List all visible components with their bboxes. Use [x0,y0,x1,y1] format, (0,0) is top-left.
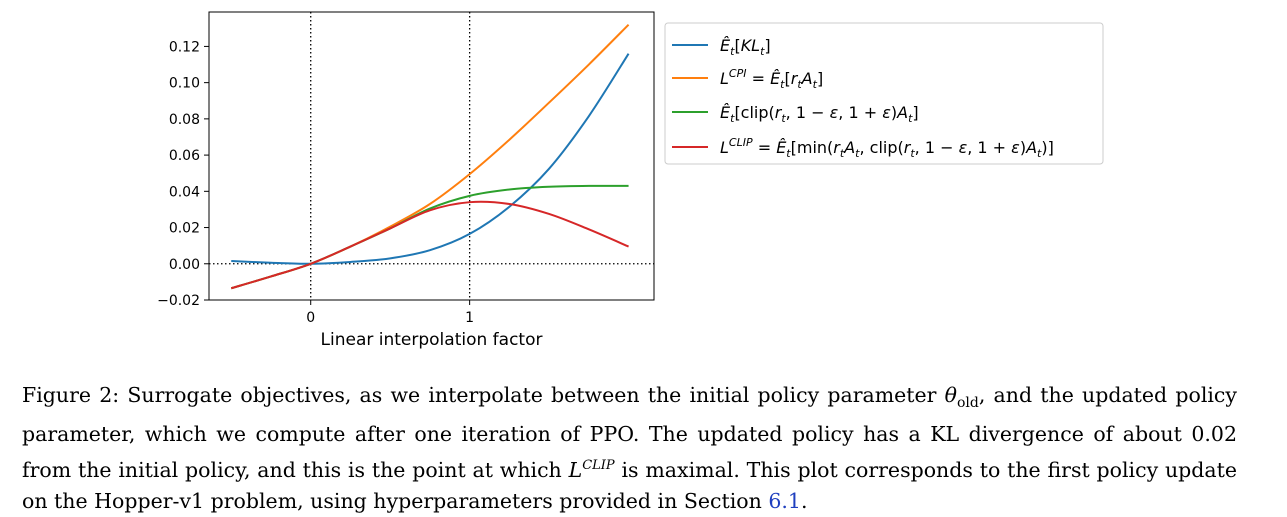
series-clip-line [230,184,629,290]
plot-frame [208,11,655,301]
lclip-symbol: LCLIP [568,457,615,482]
series-kl-line [231,53,630,265]
y-tick-label: 0.08 [169,112,200,128]
y-tick-label: 0.12 [169,39,200,55]
y-tick-label: 0.00 [169,257,200,273]
x-tick-label: 1 [465,310,474,326]
legend: Êt[KLt] LCPI = Êt[rtAt] Êt[clip(rt, 1 − … [664,22,1104,165]
x-axis-title: Linear interpolation factor [321,330,543,350]
series-cpi-line [230,23,630,290]
theta-symbol: θold [944,383,979,412]
y-tick-label: 0.10 [169,76,200,92]
legend-label-cpi: LCPI = Êt[rtAt] [720,67,823,91]
legend-label-clip: Êt[clip(rt, 1 − ε, 1 + ε)At] [720,103,919,125]
legend-frame [664,22,1104,165]
y-tick-label: 0.02 [169,221,200,237]
y-tick-label: −0.02 [157,293,200,309]
y-tick-label: 0.06 [169,148,200,164]
legend-label-kl: Êt[KLt] [720,36,771,58]
legend-label-lclip: LCLIP = Êt[min(rtAt, clip(rt, 1 − ε, 1 +… [720,136,1054,160]
figure: −0.02 0.00 0.02 0.04 0.06 0.08 0.10 0.12 0 1 Linea… [157,11,1104,350]
surrogate-objectives-chart: −0.02 0.00 0.02 0.04 0.06 0.08 0.10 0.12 0 1 Linea… [157,11,1104,350]
section-link[interactable]: 6.1 [768,488,801,513]
figure-caption: Figure 2: Surrogate objectives, as we in… [22,383,1237,513]
series-lclip-line [230,200,629,290]
x-tick-label: 0 [306,310,315,326]
y-tick-label: 0.04 [169,184,200,200]
